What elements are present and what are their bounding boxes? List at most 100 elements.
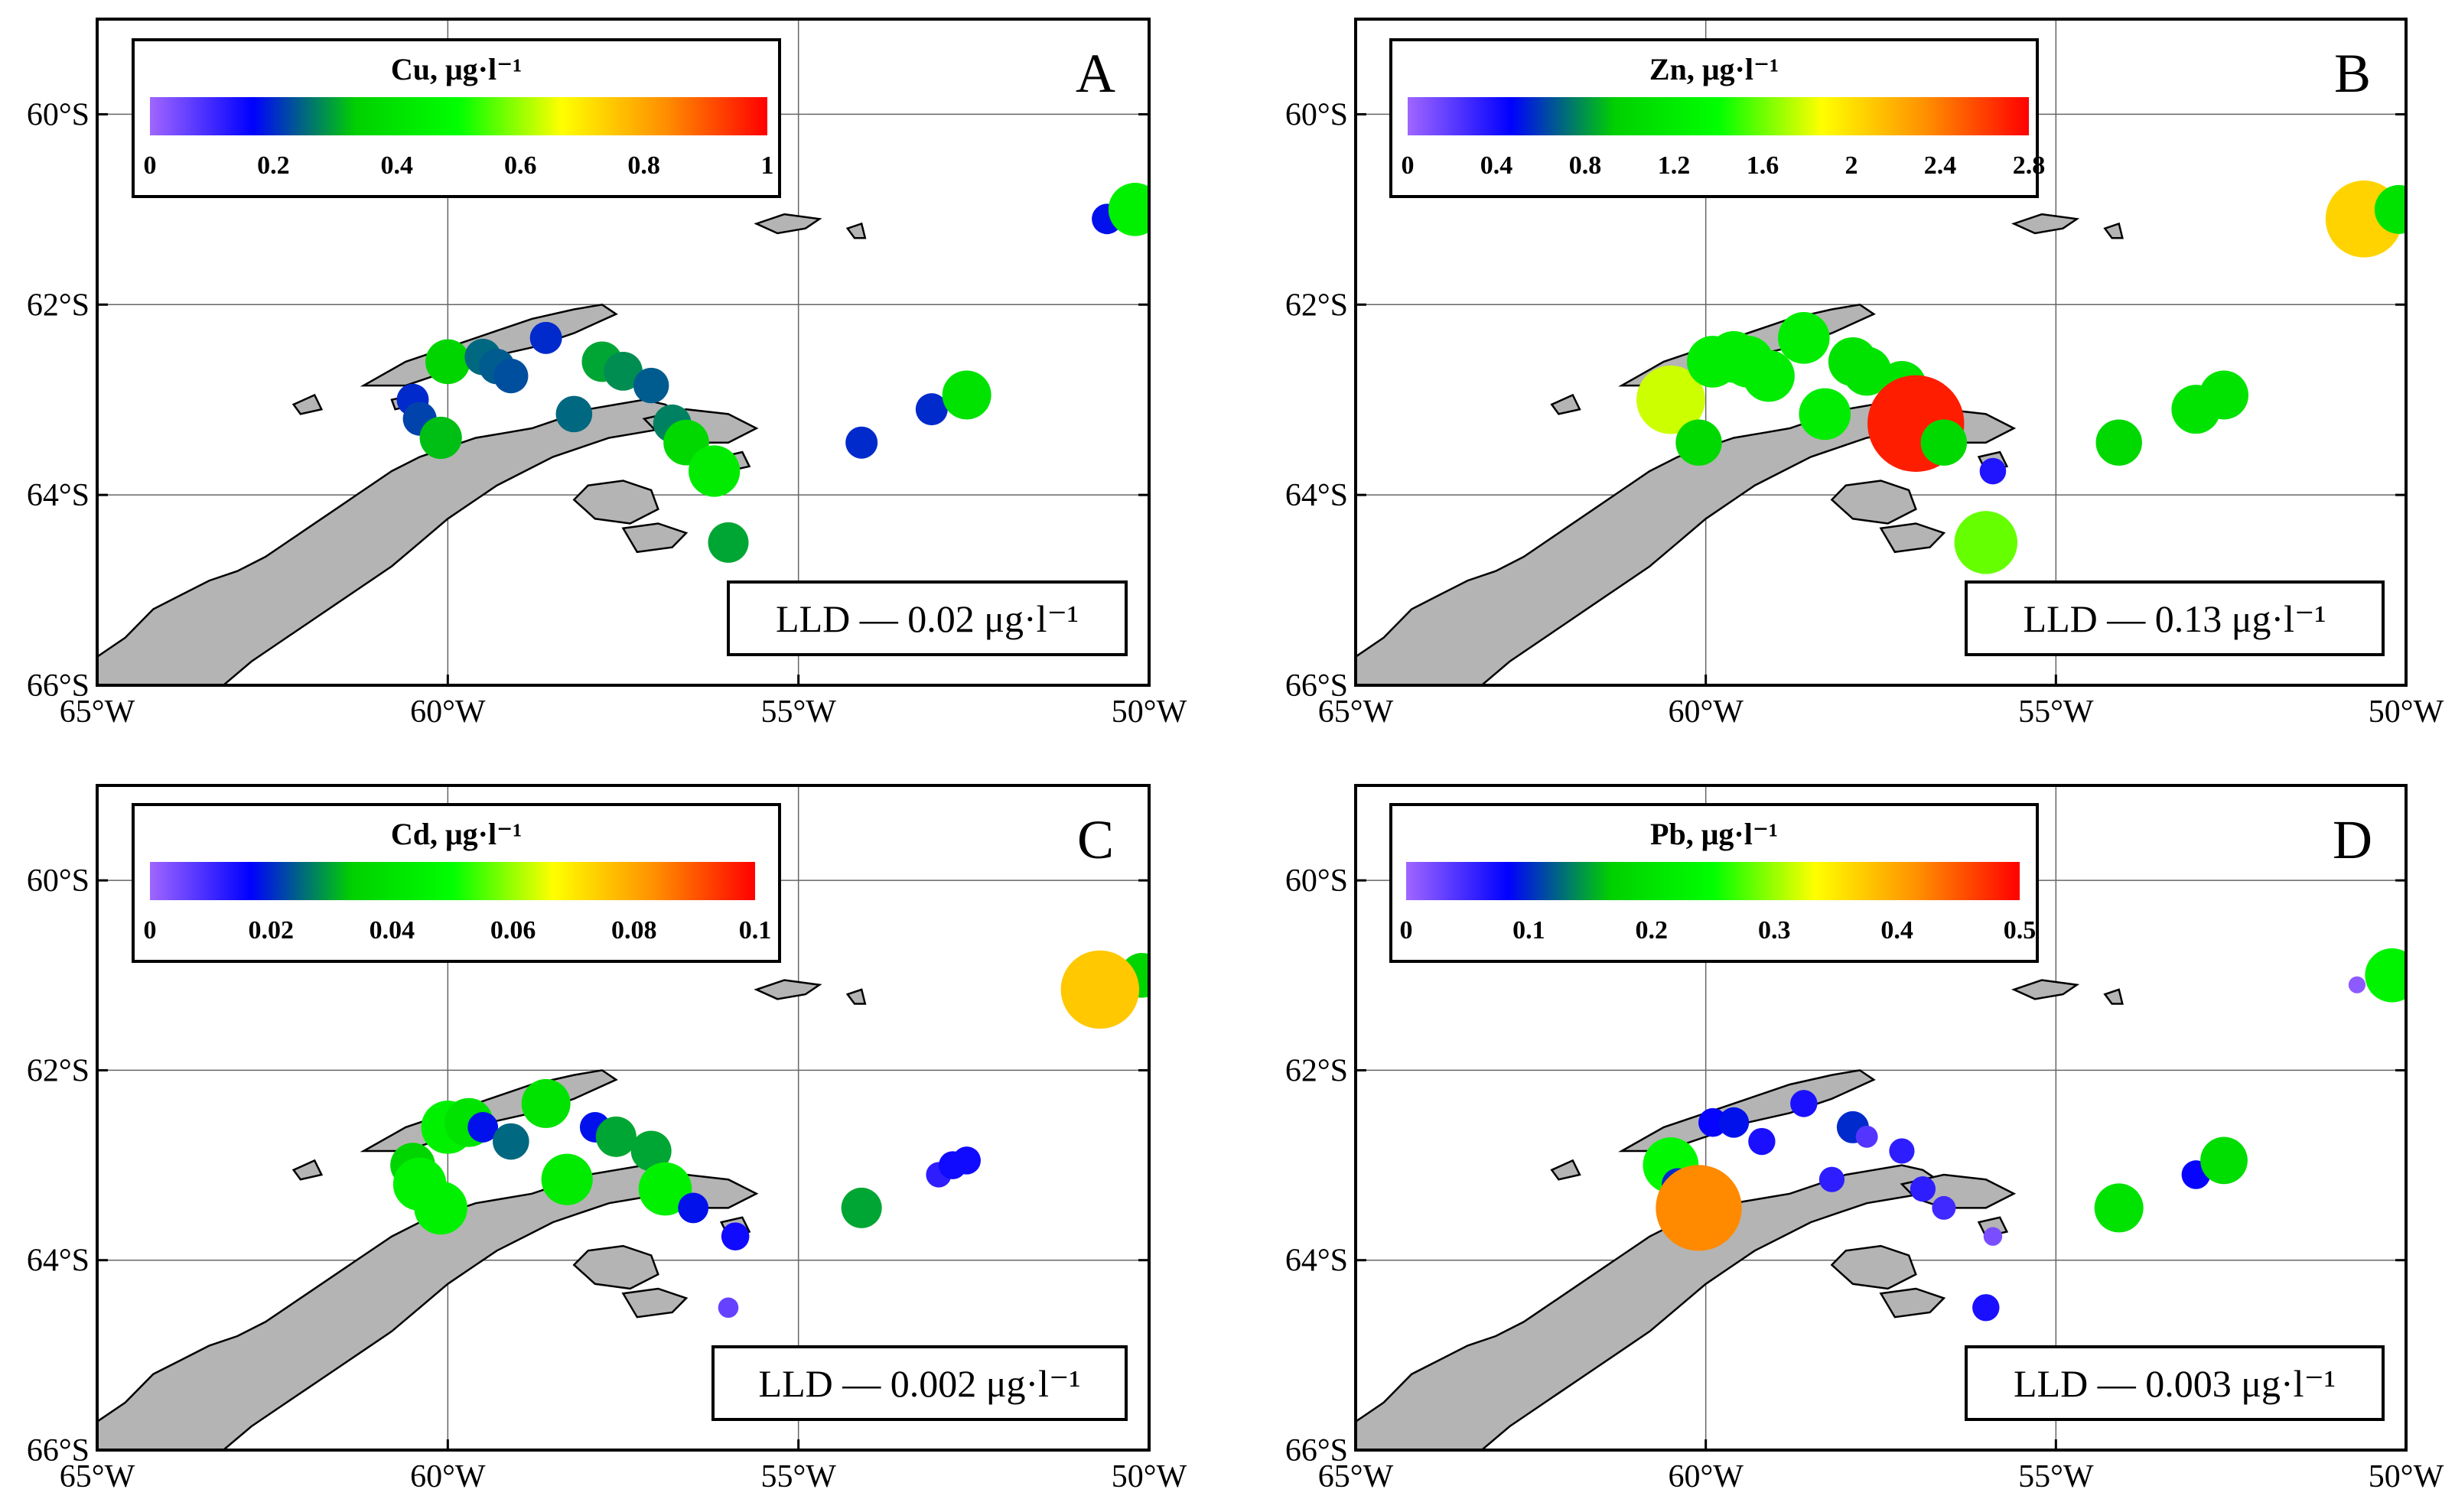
station-point[interactable] (1636, 365, 1705, 434)
station-point[interactable] (2348, 976, 2366, 993)
station-point[interactable] (952, 1146, 981, 1175)
station-point[interactable] (708, 522, 749, 563)
colorbar-tick-label: 0.04 (370, 916, 415, 945)
station-point[interactable] (1675, 419, 1722, 466)
station-point[interactable] (1972, 1294, 2000, 1322)
lon-tick-label: 50°W (2369, 1459, 2444, 1494)
station-point[interactable] (1932, 1195, 1956, 1220)
station-point[interactable] (942, 370, 991, 420)
panel-letter: B (2334, 43, 2371, 104)
station-point[interactable] (1910, 1176, 1936, 1202)
lat-tick-label: 60°S (27, 863, 90, 899)
station-point[interactable] (1799, 388, 1851, 441)
map-area (97, 19, 1162, 685)
colorbar-tick-label: 2 (1845, 151, 1858, 180)
station-point[interactable] (630, 1130, 672, 1172)
station-point[interactable] (425, 339, 470, 385)
station-point[interactable] (1698, 1107, 1727, 1137)
station-point[interactable] (521, 1078, 571, 1128)
station-point[interactable] (2200, 1136, 2248, 1185)
land-polygon (1356, 1164, 1939, 1450)
lat-tick-label: 64°S (1285, 1244, 1348, 1279)
station-point[interactable] (1954, 511, 2017, 574)
station-point[interactable] (915, 393, 948, 426)
station-point[interactable] (1818, 1166, 1845, 1192)
station-point[interactable] (555, 395, 593, 433)
station-point[interactable] (493, 1123, 529, 1160)
station-point[interactable] (1979, 457, 2007, 485)
land-polygon (754, 213, 822, 235)
station-point[interactable] (1748, 1127, 1776, 1156)
lon-tick-label: 65°W (60, 694, 135, 730)
land-polygon (1830, 1244, 1917, 1290)
land-polygon (845, 988, 867, 1005)
station-point[interactable] (1778, 312, 1830, 364)
colorbar-tick-label: 2.4 (1924, 151, 1957, 180)
land-polygon (1356, 398, 1939, 685)
colorbar (1406, 862, 2020, 900)
station-point[interactable] (1790, 1090, 1818, 1117)
station-point[interactable] (2199, 370, 2249, 420)
lld-box: LLD — 0.003 μg·l⁻¹ (1965, 1345, 2385, 1421)
lat-tick-label: 64°S (27, 478, 90, 513)
station-point[interactable] (2094, 1183, 2144, 1233)
station-point[interactable] (2095, 419, 2142, 466)
colorbar-legend: Cu, μg·l⁻¹ 0 0.2 0.4 0.6 0.8 1 (132, 38, 781, 198)
land-polygon (621, 522, 689, 554)
station-point[interactable] (2374, 184, 2424, 234)
station-point[interactable] (678, 1192, 709, 1224)
station-point[interactable] (721, 1222, 750, 1250)
station-point[interactable] (1108, 183, 1162, 236)
station-point[interactable] (419, 416, 462, 460)
land-polygon (2011, 213, 2080, 235)
map-frame (96, 18, 1151, 687)
station-point[interactable] (718, 1297, 739, 1319)
lat-tick-label: 66°S (27, 668, 90, 704)
station-point[interactable] (1855, 1125, 1878, 1148)
land-polygon (621, 1287, 689, 1319)
land-polygon (2011, 979, 2080, 1000)
lat-tick-label: 62°S (27, 288, 90, 323)
station-point[interactable] (467, 1112, 499, 1143)
station-point[interactable] (1060, 950, 1140, 1029)
station-point[interactable] (841, 1187, 882, 1228)
station-point[interactable] (2365, 948, 2419, 1003)
colorbar-tick-label: 0.08 (611, 916, 657, 945)
station-point[interactable] (1743, 350, 1795, 402)
colorbar-legend: Zn, μg·l⁻¹ 0 0.4 0.8 1.2 1.6 2 2.4 2.8 (1389, 38, 2045, 198)
station-point[interactable] (1656, 1165, 1742, 1251)
colorbar-tick-label: 1.6 (1747, 151, 1779, 180)
lon-tick-label: 50°W (2369, 694, 2444, 730)
lon-tick-label: 55°W (2018, 1459, 2094, 1494)
lld-label: LLD — 0.02 μg·l⁻¹ (776, 597, 1079, 640)
lld-box: LLD — 0.002 μg·l⁻¹ (711, 1345, 1128, 1421)
station-point[interactable] (1920, 419, 1968, 466)
station-point[interactable] (633, 367, 669, 404)
station-point[interactable] (595, 1116, 637, 1157)
land-polygon (572, 1244, 659, 1290)
station-point[interactable] (845, 426, 878, 459)
station-point[interactable] (541, 1153, 593, 1205)
station-point[interactable] (529, 321, 562, 354)
station-point[interactable] (414, 1181, 467, 1235)
station-point[interactable] (493, 359, 529, 394)
panel-d: 65°W 60°W 55°W 50°W 60°S 62°S 64°S 66°S Pb, μg·l… (1285, 784, 2444, 1494)
colorbar-legend: Cd, μg·l⁻¹ 0 0.02 0.04 0.06 0.08 0.1 (132, 803, 781, 963)
station-point[interactable] (1718, 1107, 1750, 1138)
legend-title: Pb, μg·l⁻¹ (1650, 817, 1778, 851)
lon-tick-label: 65°W (1318, 1459, 1394, 1494)
station-point[interactable] (604, 351, 643, 391)
lat-tick-label: 66°S (27, 1433, 90, 1468)
colorbar-tick-label: 0.2 (257, 151, 290, 180)
station-point[interactable] (1983, 1227, 2003, 1246)
land-polygon (291, 1159, 324, 1181)
panel-c: 65°W 60°W 55°W 50°W 60°S 62°S 64°S 66°S Cd, μg·l… (27, 784, 1187, 1494)
lld-label: LLD — 0.003 μg·l⁻¹ (2014, 1362, 2336, 1405)
station-point[interactable] (638, 1162, 692, 1216)
panel-a: 65°W 60°W 55°W 50°W 60°S 62°S 64°S 66°S Cu, μg·l… (27, 18, 1187, 730)
map-frame (1354, 784, 2408, 1452)
station-point[interactable] (689, 445, 741, 497)
station-point[interactable] (1889, 1138, 1915, 1164)
land-polygon (572, 480, 659, 525)
